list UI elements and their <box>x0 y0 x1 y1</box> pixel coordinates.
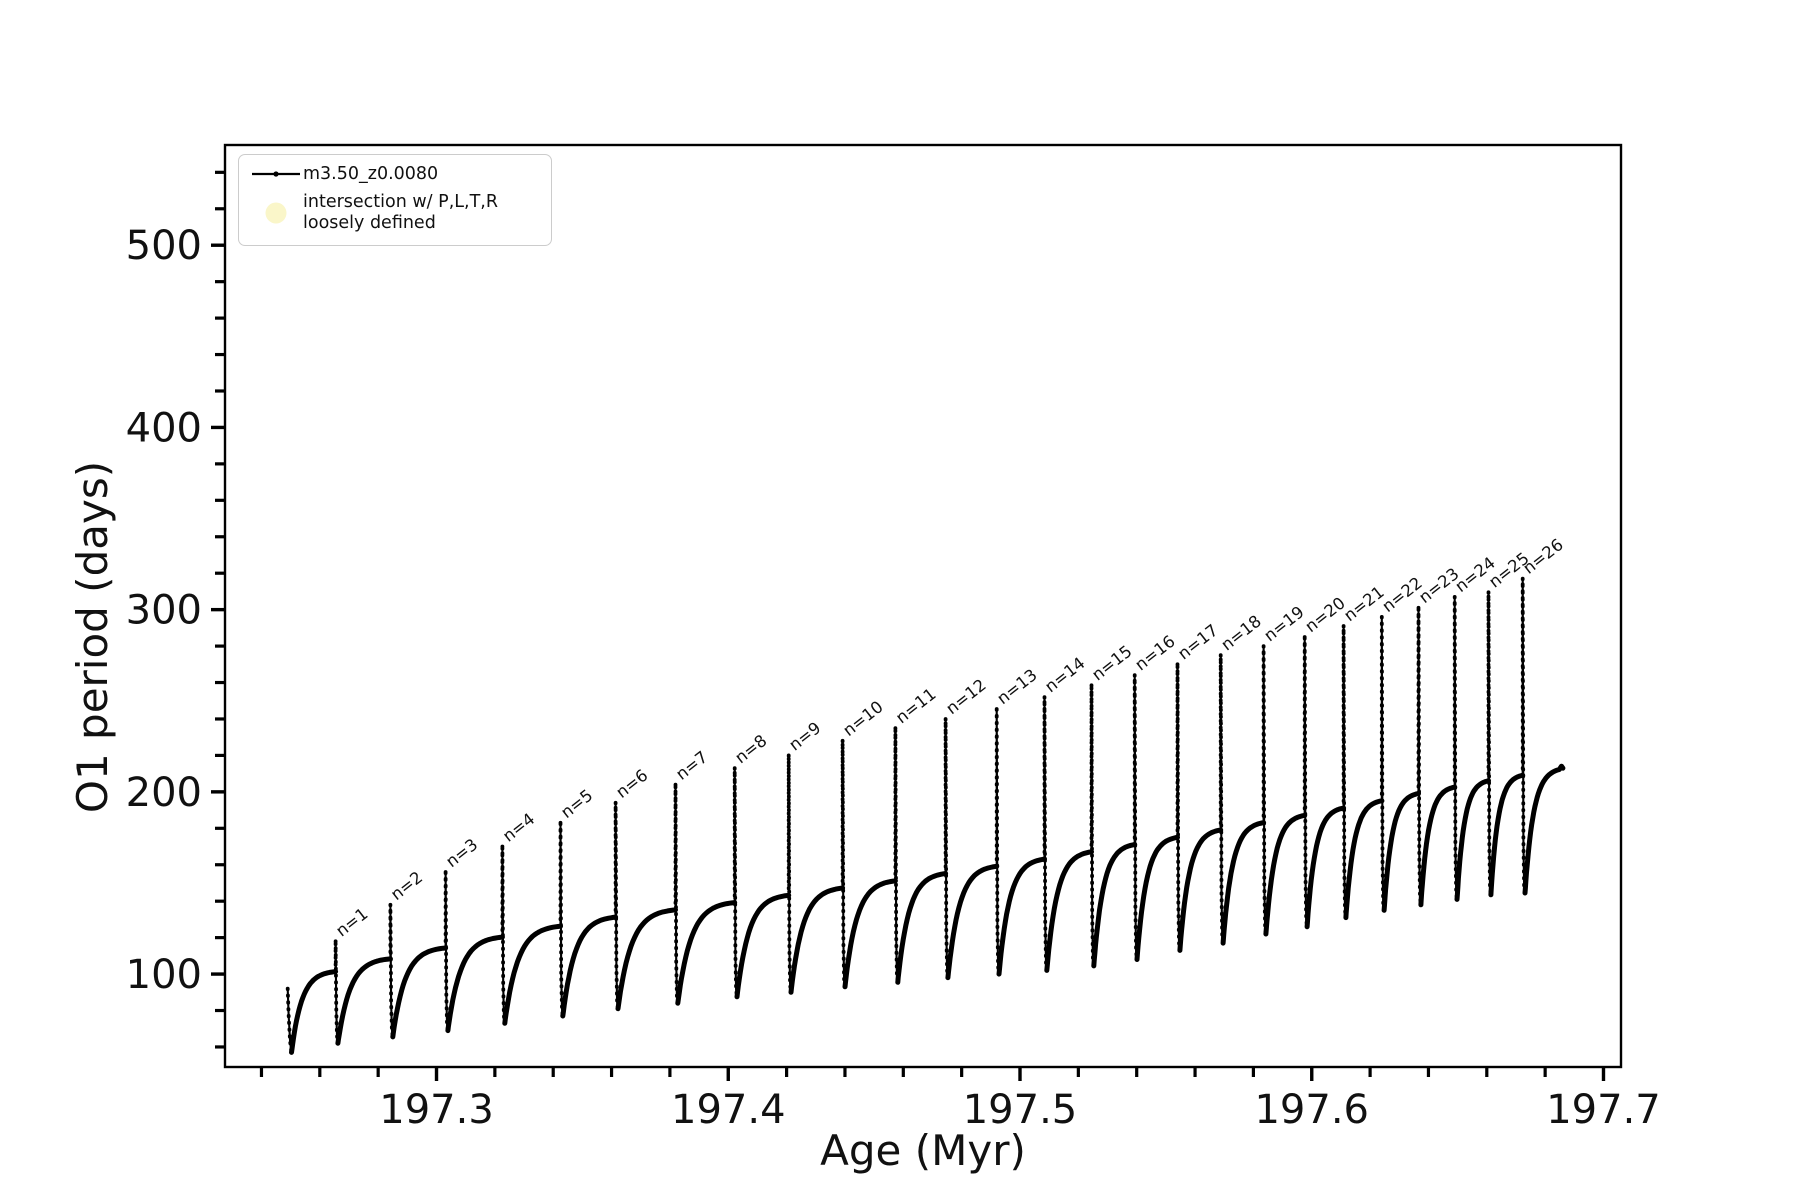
legend-series-label: m3.50_z0.0080 <box>303 163 439 184</box>
series-fast-segments <box>286 578 1527 1053</box>
series-line-sample-icon <box>252 171 300 177</box>
pulse-label: n=9 <box>785 718 824 754</box>
pulse-label: n=4 <box>499 809 538 845</box>
intersection-marker-icon <box>265 202 287 224</box>
y-tick-label: 300 <box>126 588 202 634</box>
pulse-label: n=18 <box>1217 611 1264 654</box>
axis-ticks <box>211 170 1606 1081</box>
pulse-label: n=14 <box>1041 653 1088 696</box>
pulse-label: n=11 <box>892 684 939 727</box>
pulse-label: n=7 <box>672 747 711 783</box>
pulse-label: n=8 <box>731 731 770 767</box>
y-axis-label: O1 period (days) <box>68 461 117 813</box>
axis-tick-labels: 197.3 197.4 197.5 197.6 197.7 100 200 300 400 500 <box>126 223 1661 1133</box>
y-tick-label: 200 <box>126 770 202 816</box>
pulse-label: n=10 <box>839 697 886 740</box>
pulse-label: n=2 <box>387 868 426 904</box>
pulse-label: n=3 <box>442 835 481 871</box>
pulse-label: n=19 <box>1260 602 1307 645</box>
pulse-label: n=15 <box>1088 642 1135 685</box>
y-tick-label: 100 <box>126 952 202 998</box>
pulse-label: n=16 <box>1131 632 1178 675</box>
x-tick-label: 197.5 <box>963 1087 1078 1133</box>
series-marker-beads <box>285 576 1527 1055</box>
legend: m3.50_z0.0080 intersection w/ P,L,T,R lo… <box>238 154 552 246</box>
pulse-label: n=26 <box>1519 535 1566 578</box>
legend-entry-series: m3.50_z0.0080 <box>249 163 539 185</box>
x-tick-label: 197.7 <box>1546 1087 1661 1133</box>
pulse-label: n=17 <box>1174 621 1221 664</box>
legend-entry-intersection: intersection w/ P,L,T,R loosely defined <box>249 191 539 235</box>
y-tick-label: 500 <box>126 223 202 269</box>
pulse-label: n=20 <box>1302 593 1349 636</box>
pulse-label: n=6 <box>612 766 651 802</box>
pulse-label: n=5 <box>557 786 596 822</box>
legend-intersection-label-line2: loosely defined <box>303 213 436 233</box>
x-tick-label: 197.4 <box>671 1087 786 1133</box>
pulse-label: n=13 <box>993 665 1040 708</box>
pulse-label: n=12 <box>942 675 989 718</box>
x-tick-label: 197.6 <box>1254 1087 1369 1133</box>
series-line <box>285 576 1566 1055</box>
x-tick-label: 197.3 <box>379 1087 494 1133</box>
x-axis-label: Age (Myr) <box>820 1126 1026 1175</box>
plot-border <box>223 143 1623 1069</box>
legend-intersection-label-line1: intersection w/ P,L,T,R <box>303 192 498 212</box>
pulse-label: n=1 <box>332 904 371 940</box>
y-tick-label: 400 <box>126 405 202 451</box>
series-slow-segments <box>289 763 1566 1055</box>
